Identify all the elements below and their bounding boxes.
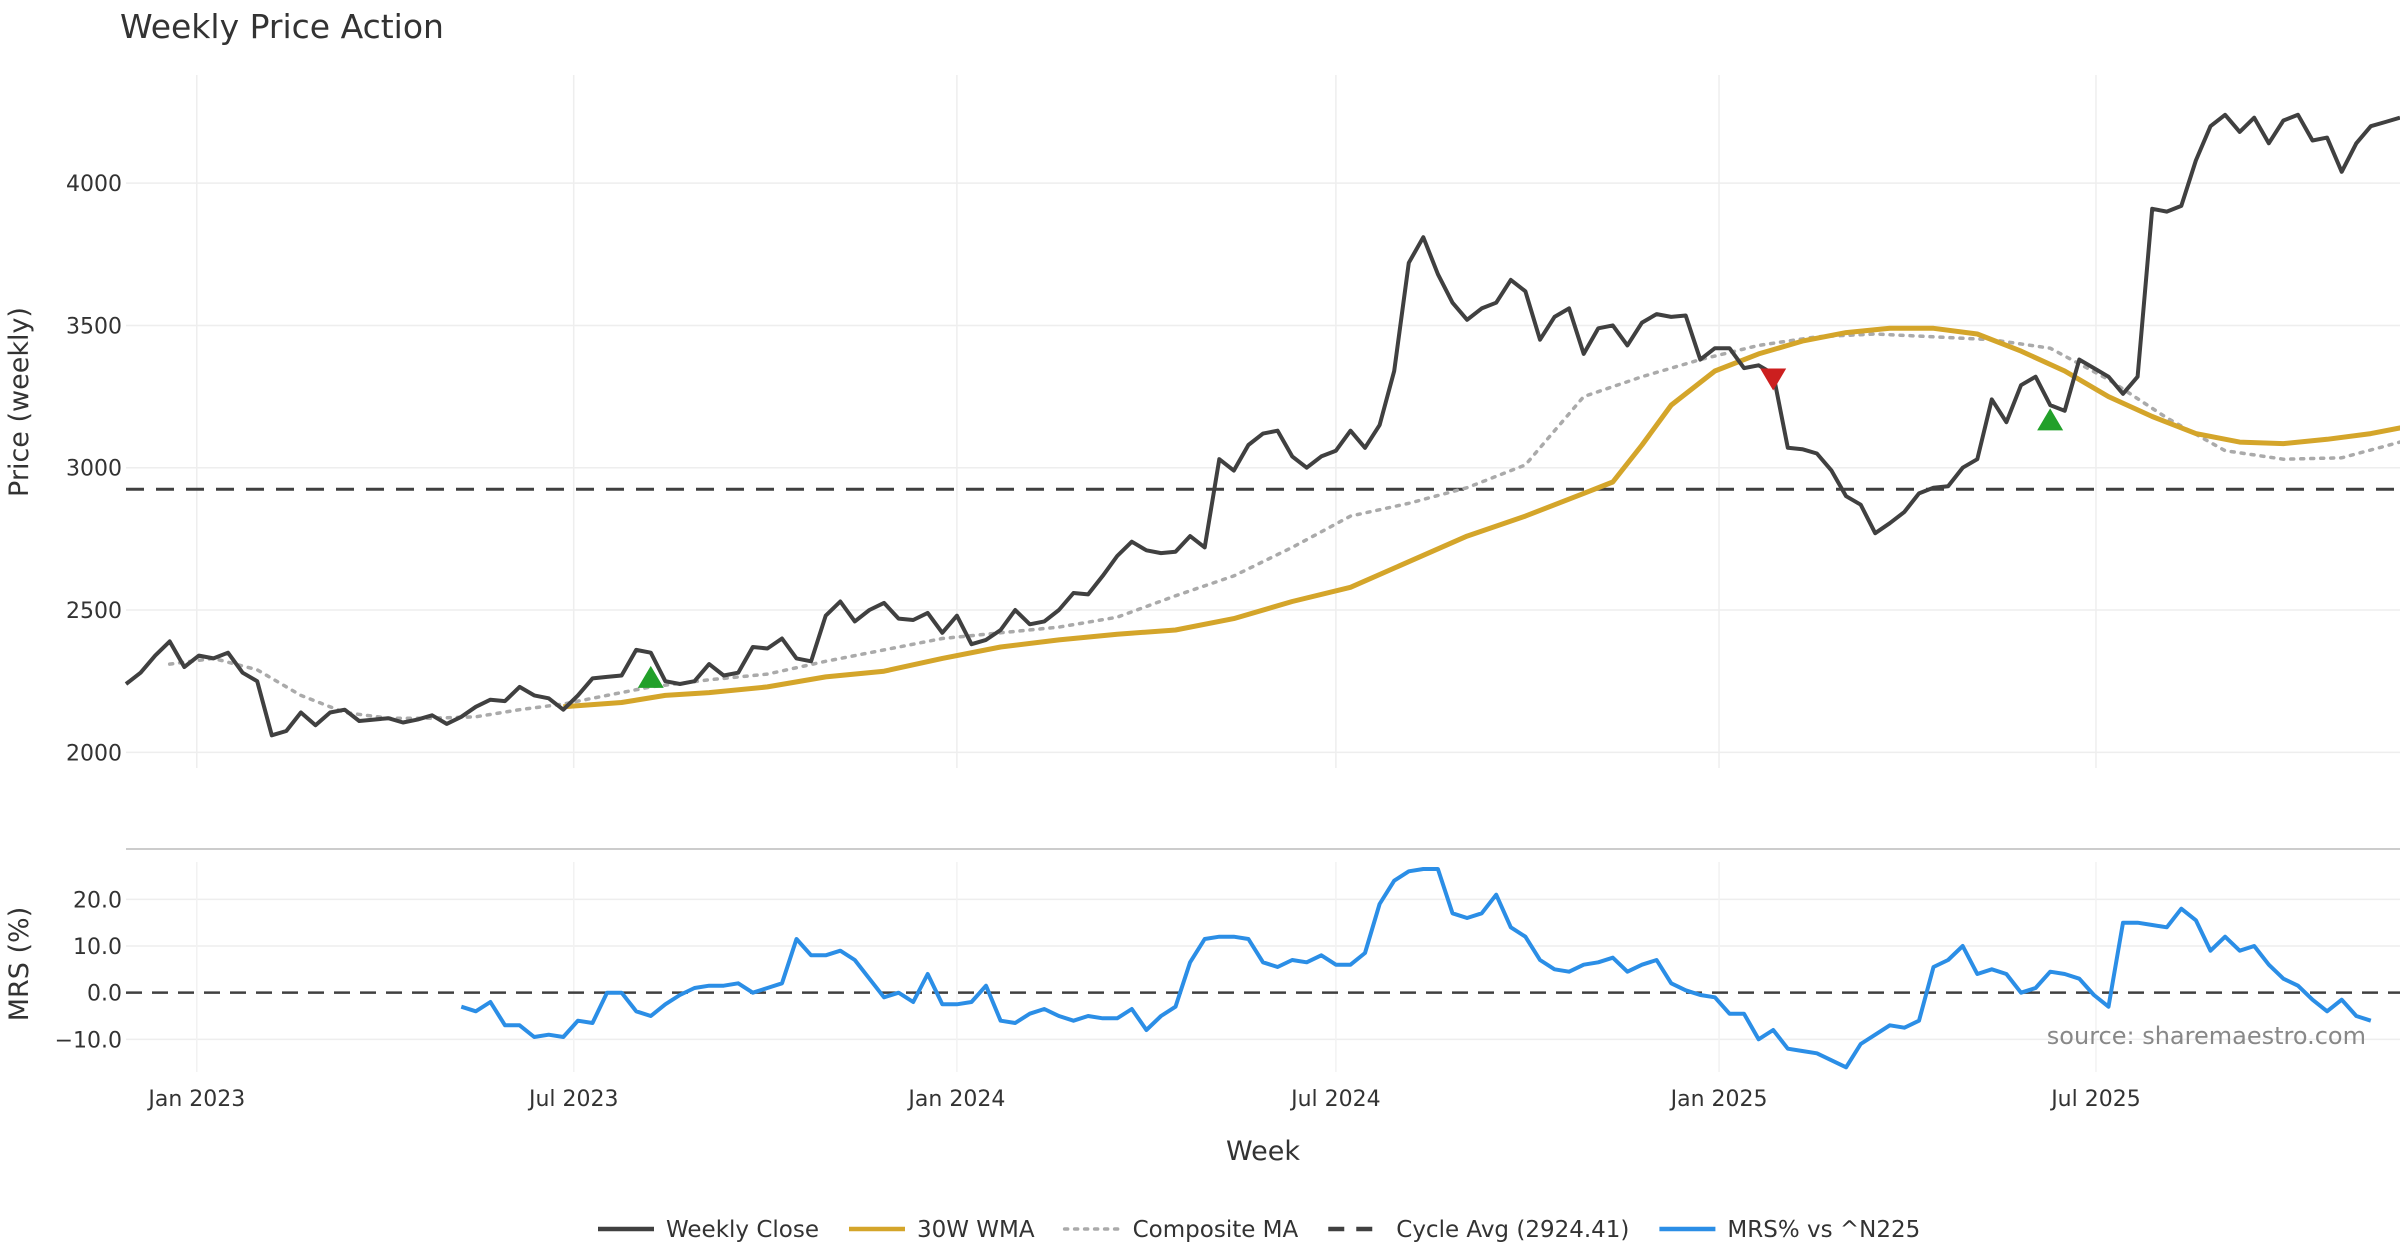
source-note: source: sharemaestro.com [2047, 1022, 2366, 1050]
x-axis-label: Week [1226, 1136, 1300, 1167]
mrs-y-axis-label: MRS (%) [4, 907, 35, 1022]
mrs-panel: −10.0 0.0 10.0 20.0 MRS (%) source: sharema… [4, 862, 2400, 1072]
x-tick-label: Jul 2023 [527, 1087, 619, 1112]
price-y-tick-label: 2500 [66, 599, 122, 624]
price-panel: 2000 2500 3000 3500 4000 Price (weekly) [4, 75, 2400, 768]
price-y-tick-label: 3000 [66, 457, 122, 482]
price-y-ticks: 2000 2500 3000 3500 4000 [66, 172, 122, 766]
x-tick-label: Jan 2023 [146, 1087, 245, 1112]
mrs-y-tick-label: 10.0 [73, 935, 122, 960]
mrs-y-tick-label: 0.0 [87, 982, 122, 1007]
x-ticks: Jan 2023 Jul 2023 Jan 2024 Jul 2024 Jan 2025… [146, 1087, 2140, 1112]
x-tick-label: Jan 2024 [906, 1087, 1005, 1112]
legend-label: MRS% vs ^N225 [1727, 1217, 1920, 1243]
signal-markers [637, 368, 2064, 688]
price-y-axis-label: Price (weekly) [4, 307, 35, 497]
legend-label: Cycle Avg (2924.41) [1396, 1217, 1629, 1243]
legend-label: Composite MA [1133, 1217, 1299, 1243]
buy-signal-marker [2037, 408, 2064, 431]
legend-label: 30W WMA [917, 1217, 1035, 1243]
series-30w-wma [563, 325, 2400, 710]
mrs-y-tick-label: −10.0 [55, 1028, 122, 1053]
series-weekly-close [124, 112, 2400, 738]
buy-signal-marker [637, 665, 664, 688]
price-grid [126, 75, 2400, 768]
mrs-y-ticks: −10.0 0.0 10.0 20.0 [55, 888, 122, 1053]
x-tick-label: Jul 2024 [1289, 1087, 1381, 1112]
x-tick-label: Jan 2025 [1669, 1087, 1768, 1112]
price-y-tick-label: 4000 [66, 172, 122, 197]
series-mrs [460, 867, 2372, 1070]
x-tick-label: Jul 2025 [2049, 1087, 2141, 1112]
mrs-y-tick-label: 20.0 [73, 888, 122, 913]
price-y-tick-label: 3500 [66, 314, 122, 339]
series-composite-ma [167, 332, 2400, 720]
mrs-grid [126, 862, 2400, 1072]
chart-title: Weekly Price Action [120, 7, 444, 46]
sell-signal-marker [1760, 368, 1787, 391]
legend: Weekly Close 30W WMA Composite MA Cycle Avg… [598, 1217, 1920, 1243]
legend-label: Weekly Close [666, 1217, 819, 1243]
price-y-tick-label: 2000 [66, 741, 122, 766]
